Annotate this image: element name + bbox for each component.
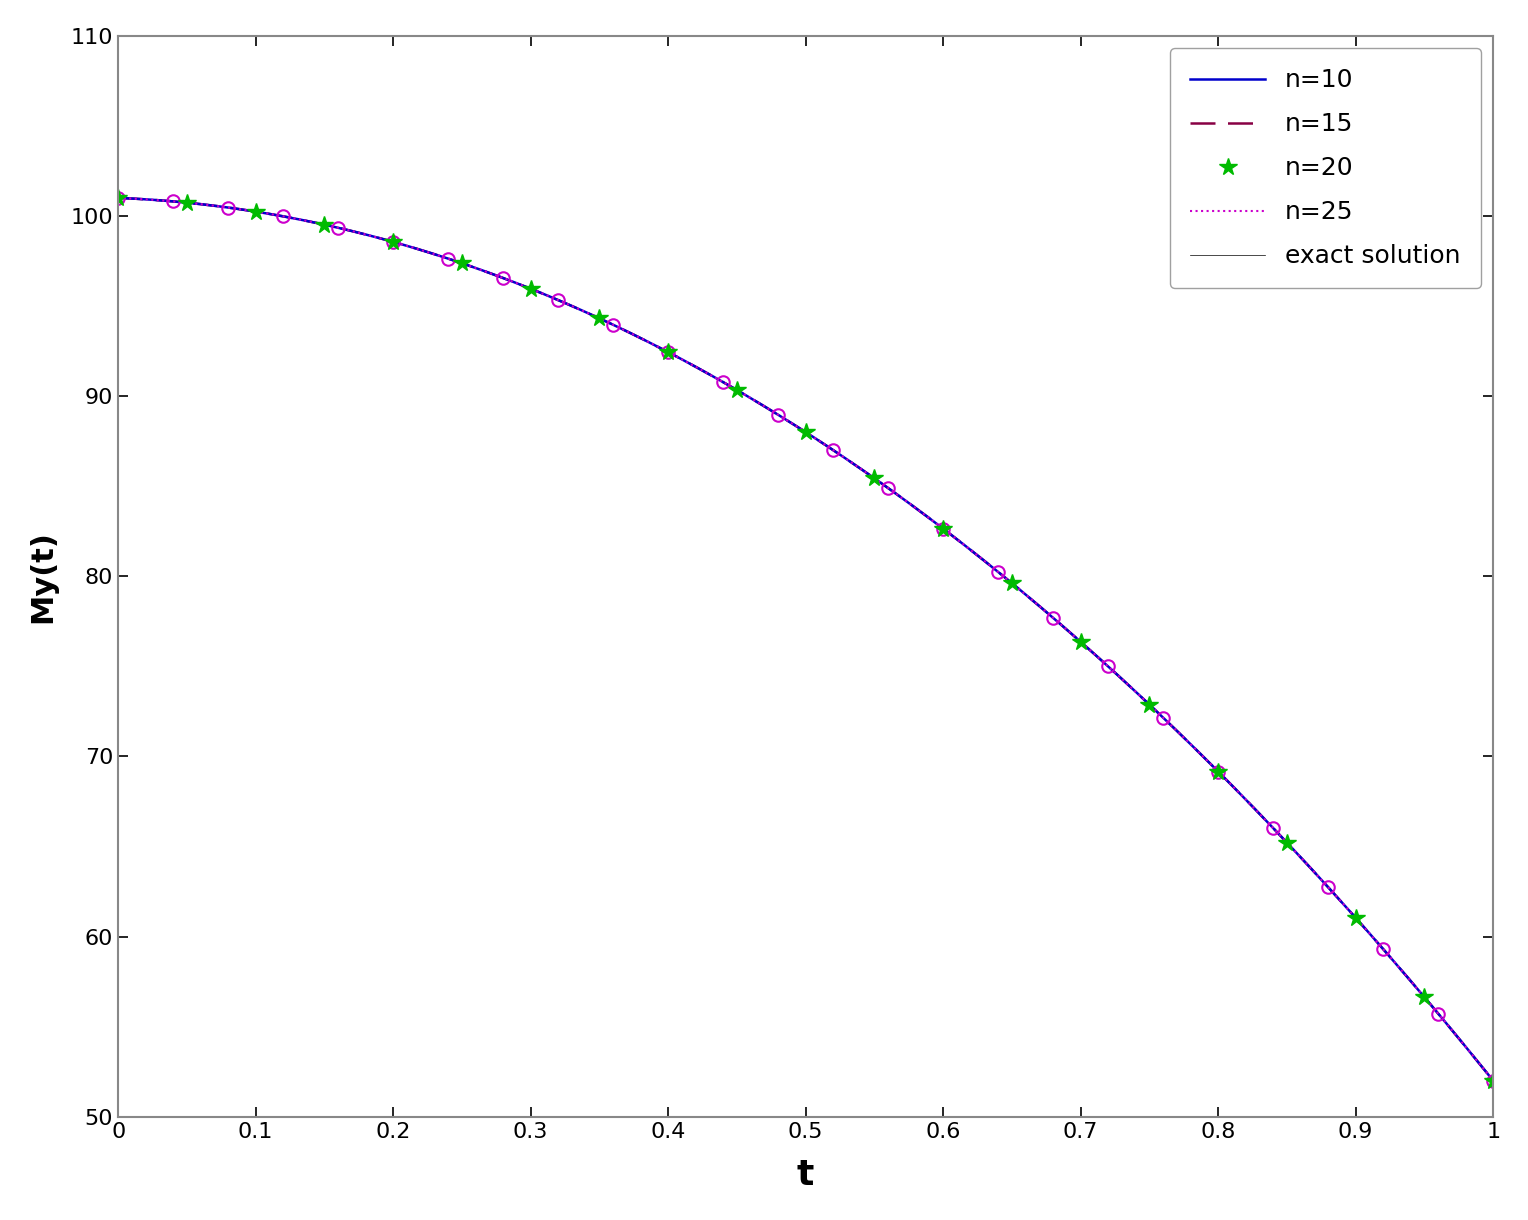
exact solution xyxy=(927,516,946,531)
n=25 xyxy=(1452,1032,1470,1047)
n=15 xyxy=(762,403,781,417)
exact solution xyxy=(1452,1032,1470,1047)
Line: exact solution: exact solution xyxy=(118,198,1493,1081)
n=20 xyxy=(384,234,402,249)
n=15 xyxy=(1452,1032,1470,1047)
exact solution xyxy=(1484,1074,1502,1088)
exact solution xyxy=(853,462,871,477)
Y-axis label: My(t): My(t) xyxy=(28,529,57,622)
n=15 xyxy=(770,409,788,423)
n=10 xyxy=(927,516,946,531)
n=10 xyxy=(762,403,781,417)
n=20 xyxy=(727,383,746,398)
Line: n=25: n=25 xyxy=(118,198,1493,1081)
n=20 xyxy=(177,195,196,210)
n=25 xyxy=(1484,1074,1502,1088)
n=20 xyxy=(934,521,952,536)
exact solution xyxy=(770,409,788,423)
n=20 xyxy=(108,190,127,205)
n=15 xyxy=(1236,792,1254,806)
n=15 xyxy=(108,190,127,205)
n=20 xyxy=(452,256,471,271)
n=25 xyxy=(108,190,127,205)
Line: n=10: n=10 xyxy=(118,198,1493,1081)
n=25 xyxy=(1236,792,1254,806)
n=10 xyxy=(853,462,871,477)
n=20 xyxy=(1277,836,1296,850)
n=20 xyxy=(246,204,264,218)
n=10 xyxy=(770,409,788,423)
exact solution xyxy=(762,403,781,417)
n=20 xyxy=(796,425,814,439)
n=20 xyxy=(521,282,539,296)
n=20 xyxy=(865,471,883,486)
n=15 xyxy=(853,462,871,477)
n=20 xyxy=(1140,698,1158,712)
n=10 xyxy=(1484,1074,1502,1088)
n=20 xyxy=(315,217,333,232)
n=25 xyxy=(770,409,788,423)
n=20 xyxy=(1209,764,1227,778)
n=20 xyxy=(1071,634,1089,649)
n=20 xyxy=(590,311,608,326)
Line: n=15: n=15 xyxy=(118,198,1493,1081)
n=20 xyxy=(1346,910,1365,925)
n=20 xyxy=(1415,989,1433,1004)
X-axis label: t: t xyxy=(798,1158,814,1192)
Line: n=20: n=20 xyxy=(108,189,1502,1089)
n=15 xyxy=(927,516,946,531)
n=20 xyxy=(1484,1074,1502,1088)
n=10 xyxy=(1452,1032,1470,1047)
n=15 xyxy=(1484,1074,1502,1088)
n=10 xyxy=(1236,792,1254,806)
n=20 xyxy=(659,345,677,360)
exact solution xyxy=(108,190,127,205)
exact solution xyxy=(1236,792,1254,806)
n=25 xyxy=(762,403,781,417)
n=20 xyxy=(1002,576,1021,590)
n=25 xyxy=(927,516,946,531)
Legend: n=10, n=15, n=20, n=25, exact solution: n=10, n=15, n=20, n=25, exact solution xyxy=(1170,49,1481,288)
n=25 xyxy=(853,462,871,477)
n=10 xyxy=(108,190,127,205)
